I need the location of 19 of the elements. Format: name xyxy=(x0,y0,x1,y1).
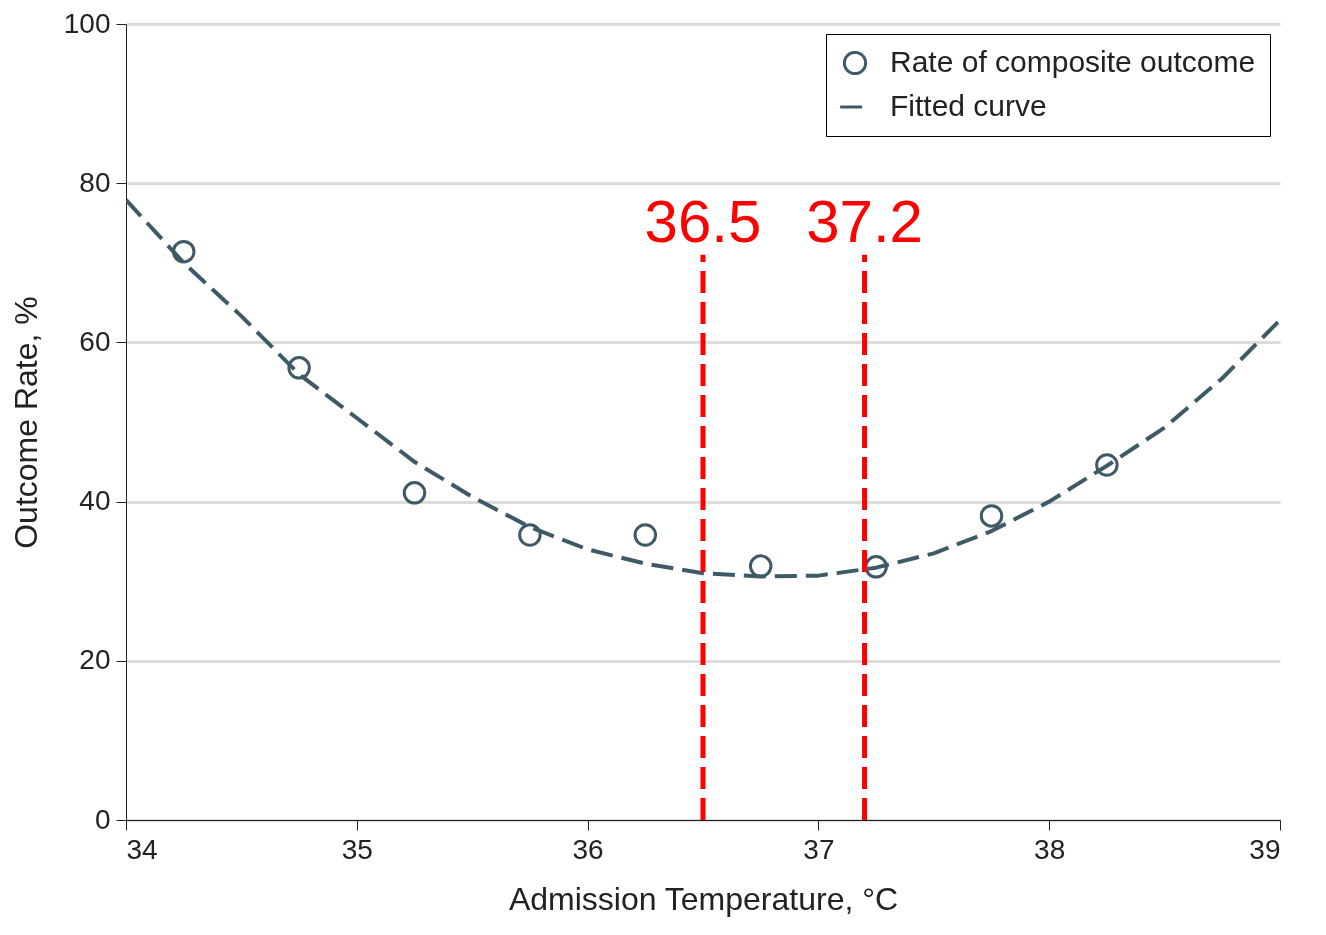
legend-label: Rate of composite outcome xyxy=(890,45,1256,78)
y-tick-label: 0 xyxy=(94,803,111,835)
x-axis-title: Admission Temperature, °C xyxy=(508,880,899,917)
y-tick-label: 40 xyxy=(79,485,111,517)
x-tick-label: 37 xyxy=(803,833,835,865)
x-tick-label: 35 xyxy=(341,833,373,865)
legend-label: Fitted curve xyxy=(890,89,1047,122)
y-tick-label: 60 xyxy=(79,325,111,357)
ref-line-label: 37.2 xyxy=(806,187,923,255)
x-tick-label: 39 xyxy=(1249,833,1281,865)
x-tick-label: 36 xyxy=(572,833,604,865)
y-tick-label: 80 xyxy=(79,166,111,198)
ref-line-label: 36.5 xyxy=(644,187,762,255)
y-tick-label: 100 xyxy=(63,7,111,39)
line-series xyxy=(126,197,1280,579)
x-tick-label: 38 xyxy=(1034,833,1066,865)
y-tick-label: 20 xyxy=(79,644,111,676)
y-axis-title: Outcome Rate, % xyxy=(7,296,44,549)
x-tick-label: 34 xyxy=(126,833,158,865)
